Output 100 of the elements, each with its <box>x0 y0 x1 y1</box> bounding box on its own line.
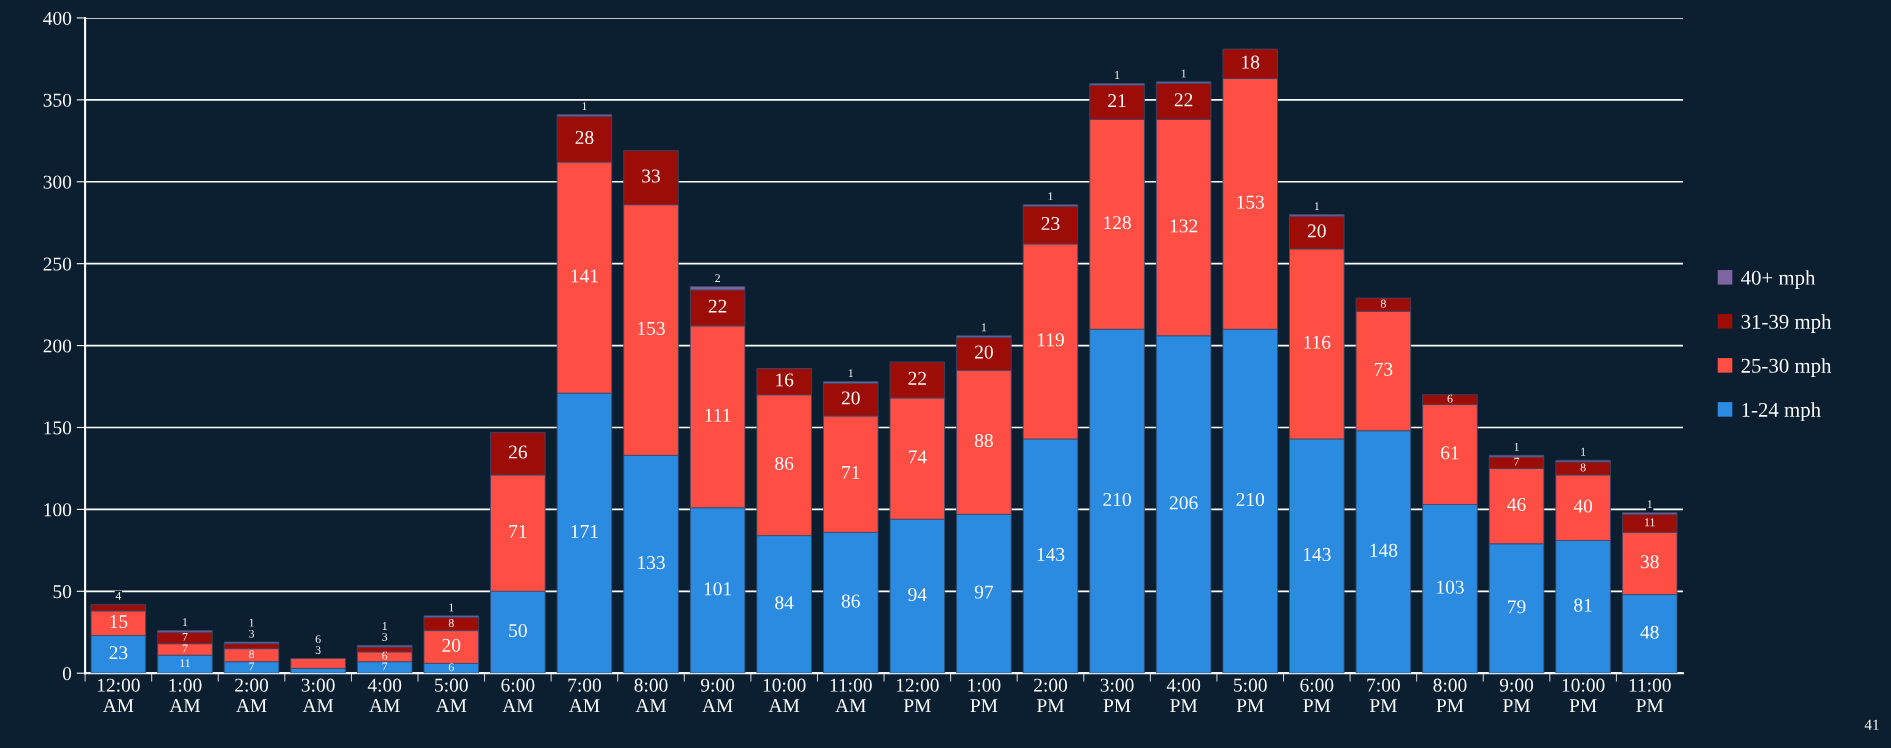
data-label: 84 <box>775 596 794 610</box>
data-label: 153 <box>638 321 665 335</box>
data-label: 71 <box>842 466 860 479</box>
legend-label: 40+ mph <box>1741 270 1816 290</box>
data-label: 111 <box>705 408 731 422</box>
data-label: 81 <box>1574 598 1592 612</box>
x-tick-label: 11:00 AM <box>830 678 872 712</box>
data-label: 71 <box>509 524 527 538</box>
data-label: 7 <box>182 633 188 641</box>
data-label: 1 <box>848 369 853 378</box>
legend-label: 31-39 mph <box>1741 314 1832 334</box>
data-label: 148 <box>1370 543 1398 557</box>
x-tick-label: 10:00 AM <box>763 678 806 712</box>
data-label: 143 <box>1303 547 1331 561</box>
x-tick-label: 7:00 PM <box>1367 678 1400 712</box>
data-label: 74 <box>908 450 927 464</box>
data-label: 22 <box>708 299 727 313</box>
data-label: 97 <box>974 585 994 599</box>
data-label: 1 <box>249 618 254 627</box>
data-label: 132 <box>1170 219 1198 233</box>
data-label: 23 <box>1041 216 1060 231</box>
x-tick-label: 12:00 PM <box>896 678 939 712</box>
data-label: 6 <box>315 635 321 644</box>
x-tick-label: 5:00 AM <box>435 678 468 712</box>
data-label: 210 <box>1236 492 1265 507</box>
data-label: 1 <box>1314 202 1320 210</box>
data-label: 20 <box>1307 224 1326 238</box>
data-label: 38 <box>1640 555 1659 569</box>
data-label: 86 <box>775 456 794 471</box>
x-tick-label: 1:00 PM <box>968 678 1001 712</box>
data-label: 3 <box>382 632 388 641</box>
y-tick-label: 200 <box>43 339 72 353</box>
data-label: 1 <box>1514 442 1519 451</box>
data-label: 7 <box>249 662 255 671</box>
data-label: 1 <box>982 323 987 332</box>
x-tick-label: 9:00 AM <box>700 678 735 712</box>
data-label: 1 <box>183 618 188 627</box>
data-label: 153 <box>1237 195 1265 209</box>
x-tick-label: 6:00 PM <box>1300 678 1334 712</box>
data-label: 103 <box>1437 580 1464 594</box>
data-label: 128 <box>1104 216 1131 230</box>
data-label: 4 <box>115 592 122 600</box>
y-tick-label: 350 <box>43 93 72 107</box>
y-tick-label: 300 <box>43 175 72 189</box>
data-label: 33 <box>642 169 660 183</box>
x-tick-label: 6:00 AM <box>501 678 535 712</box>
legend-label: 25-30 mph <box>1741 358 1832 378</box>
data-label: 21 <box>1108 94 1126 107</box>
data-label: 3 <box>315 646 321 654</box>
y-tick-label: 150 <box>44 421 72 435</box>
data-label: 73 <box>1374 362 1393 376</box>
data-label: 1 <box>1115 71 1120 79</box>
x-tick-label: 9:00 PM <box>1499 678 1534 712</box>
x-tick-label: 5:00 PM <box>1234 678 1267 712</box>
data-label: 26 <box>508 445 527 459</box>
data-label: 7 <box>382 662 388 671</box>
x-tick-label: 11:00 PM <box>1629 678 1671 712</box>
data-label: 116 <box>1304 335 1331 349</box>
data-label: 86 <box>841 594 860 608</box>
y-tick-label: 400 <box>43 11 72 25</box>
data-label: 210 <box>1103 492 1131 507</box>
data-label: 94 <box>908 588 927 602</box>
data-label: 11 <box>180 659 190 668</box>
x-tick-label: 3:00 PM <box>1100 678 1134 712</box>
data-label: 50 <box>509 623 527 638</box>
x-tick-label: 2:00 AM <box>235 678 269 712</box>
bar <box>290 658 346 669</box>
x-tick-label: 12:00 AM <box>97 678 140 712</box>
data-label: 143 <box>1037 547 1065 561</box>
text: 41 <box>1864 719 1879 730</box>
y-tick-label: 250 <box>43 257 72 271</box>
data-label: 1 <box>1181 69 1186 78</box>
x-tick-label: 4:00 PM <box>1166 678 1201 712</box>
data-label: 23 <box>109 646 128 660</box>
data-label: 61 <box>1441 446 1459 460</box>
data-label: 1 <box>1647 500 1652 509</box>
y-tick-label: 50 <box>53 585 72 599</box>
x-tick-label: 10:00 PM <box>1562 678 1605 712</box>
x-tick-label: 3:00 AM <box>301 678 335 712</box>
data-label: 11 <box>1645 518 1655 527</box>
data-label: 6 <box>1447 394 1453 403</box>
data-label: 22 <box>1174 93 1193 107</box>
data-label: 6 <box>448 663 454 672</box>
data-label: 88 <box>974 433 993 448</box>
data-label: 1 <box>382 622 387 630</box>
y-tick-label: 0 <box>62 667 72 681</box>
x-tick-label: 7:00 AM <box>568 678 601 712</box>
x-tick-label: 8:00 PM <box>1433 678 1467 712</box>
x-tick-label: 4:00 AM <box>367 678 402 712</box>
data-label: 141 <box>571 269 598 283</box>
data-label: 133 <box>638 556 665 570</box>
data-label: 2 <box>715 274 720 283</box>
data-label: 8 <box>249 650 255 659</box>
data-label: 7 <box>1514 457 1520 466</box>
data-label: 8 <box>448 619 454 628</box>
data-label: 1 <box>582 102 587 111</box>
x-tick-label: 8:00 AM <box>634 678 668 712</box>
data-label: 20 <box>975 345 993 359</box>
data-label: 8 <box>1580 463 1586 472</box>
data-label: 119 <box>1037 333 1064 347</box>
